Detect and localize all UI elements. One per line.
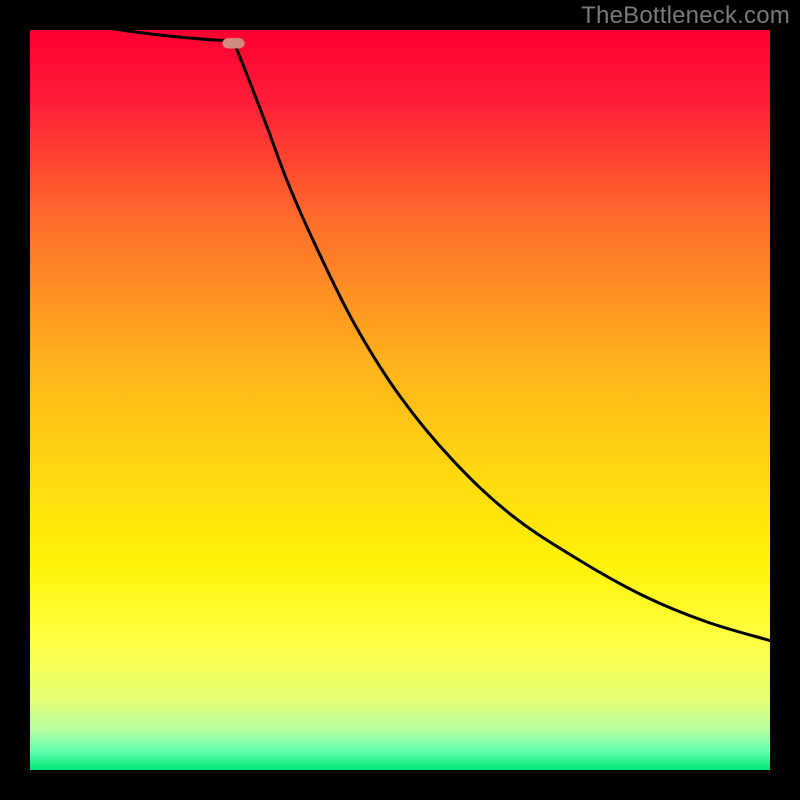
plot-svg [30,30,770,770]
curve-left-branch [45,30,234,41]
curve-right-branch [234,41,771,640]
watermark-text: TheBottleneck.com [581,2,790,30]
plot-area [30,30,770,770]
min-marker [222,38,244,48]
chart-container: TheBottleneck.com [0,0,800,800]
